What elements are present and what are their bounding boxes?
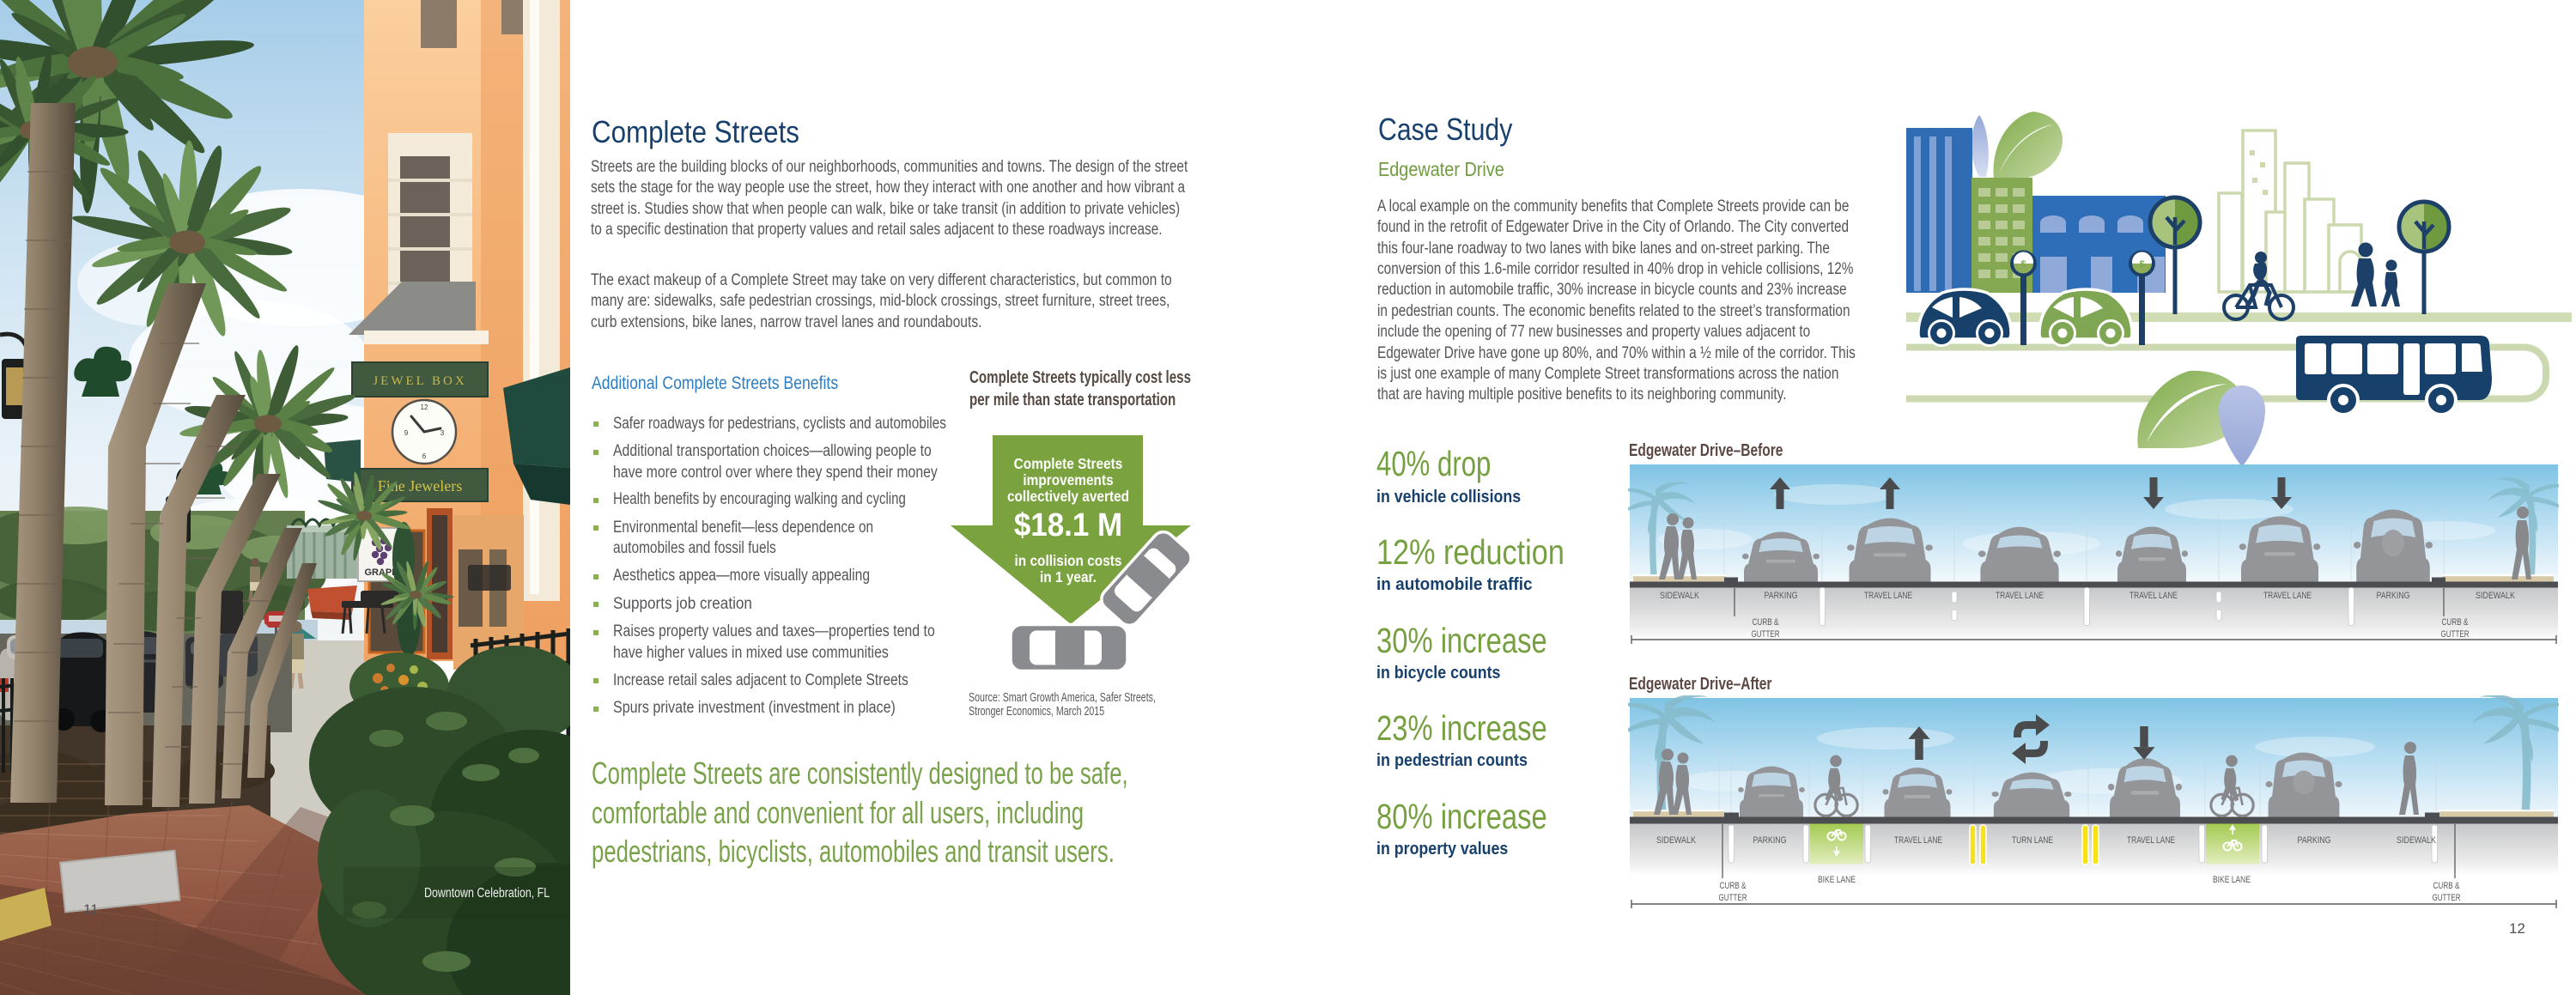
svg-text:Fine Jewelers: Fine Jewelers <box>378 477 462 494</box>
svg-text:BIKE LANE: BIKE LANE <box>1818 875 1856 885</box>
svg-text:3: 3 <box>440 429 445 437</box>
svg-text:TRAVEL LANE: TRAVEL LANE <box>1864 591 1912 601</box>
svg-text:GUTTER: GUTTER <box>1752 629 1780 640</box>
svg-text:GUTTER: GUTTER <box>1719 893 1747 903</box>
svg-text:$: $ <box>2020 259 2026 270</box>
svg-text:PARKING: PARKING <box>2377 591 2410 601</box>
svg-text:PARKING: PARKING <box>2298 835 2331 846</box>
svg-text:GRAPE: GRAPE <box>364 567 398 578</box>
svg-text:JEWEL BOX: JEWEL BOX <box>373 374 466 388</box>
svg-text:SIDEWALK: SIDEWALK <box>2476 591 2515 601</box>
svg-text:TURN LANE: TURN LANE <box>2012 835 2053 846</box>
svg-text:GUTTER: GUTTER <box>2441 629 2470 640</box>
svg-text:CURB &: CURB & <box>2442 617 2469 628</box>
svg-text:SIDEWALK: SIDEWALK <box>1656 835 1696 846</box>
svg-text:$: $ <box>2139 259 2144 270</box>
svg-text:PARKING: PARKING <box>1753 835 1787 846</box>
svg-text:PARKING: PARKING <box>1765 591 1798 601</box>
svg-text:GUTTER: GUTTER <box>2433 893 2461 903</box>
svg-text:TRAVEL LANE: TRAVEL LANE <box>1996 591 2044 601</box>
svg-text:TRAVEL LANE: TRAVEL LANE <box>2129 591 2178 601</box>
svg-text:TRAVEL LANE: TRAVEL LANE <box>1894 835 1942 846</box>
svg-text:CURB &: CURB & <box>1753 617 1779 628</box>
svg-text:CURB &: CURB & <box>1720 881 1747 891</box>
svg-text:SIDEWALK: SIDEWALK <box>2397 835 2436 846</box>
svg-text:12: 12 <box>421 403 428 411</box>
svg-text:9: 9 <box>404 429 409 437</box>
svg-text:CURB &: CURB & <box>2433 881 2460 891</box>
svg-text:SIDEWALK: SIDEWALK <box>1660 591 1699 601</box>
svg-text:TRAVEL LANE: TRAVEL LANE <box>2127 835 2175 846</box>
svg-text:TRAVEL LANE: TRAVEL LANE <box>2263 591 2312 601</box>
svg-text:6: 6 <box>422 452 427 460</box>
svg-text:BIKE LANE: BIKE LANE <box>2213 875 2251 885</box>
